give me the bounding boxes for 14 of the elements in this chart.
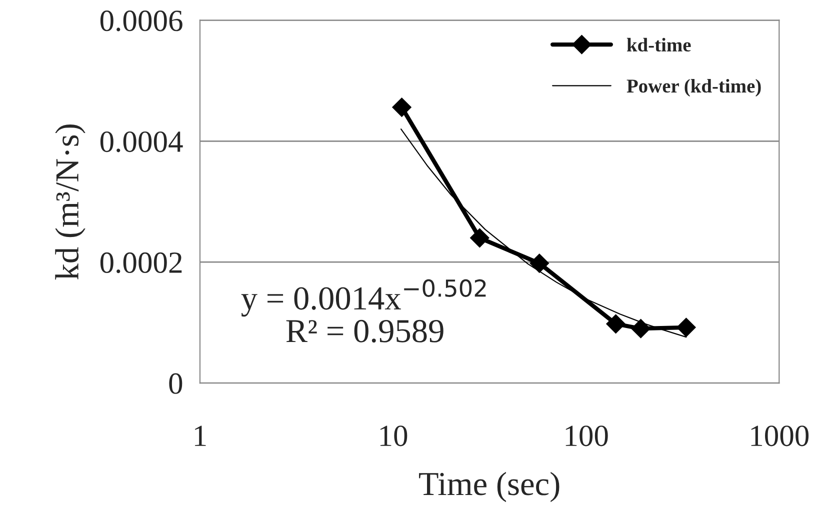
y-axis-title: kd (m³/N·s) [55,124,86,280]
y-tick-label: 0.0004 [100,131,183,152]
x-axis-title: Time (sec) [419,472,560,502]
x-tick-label: 10 [380,426,408,446]
y-tick-label: 0.0006 [100,10,182,32]
y-tick-label: 0 [169,373,182,394]
annotation: R² = 0.9589 [286,320,444,343]
legend-label: kd-time [626,38,691,52]
x-tick-label: 1000 [751,426,809,446]
y-tick-label: 0.0002 [100,252,182,274]
annotation: y = 0.0014x$^{−0.502}$ [241,279,486,317]
legend-label: Power (kd-time) [626,78,761,97]
x-tick-label: 1 [195,426,206,446]
x-tick-label: 100 [566,426,608,446]
